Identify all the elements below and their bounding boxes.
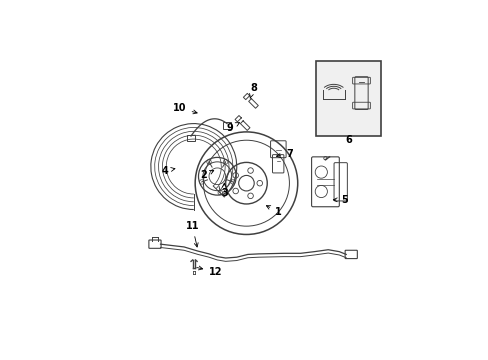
Text: 9: 9 xyxy=(226,123,239,133)
Text: 11: 11 xyxy=(185,221,199,247)
Text: 10: 10 xyxy=(173,103,197,114)
Bar xyxy=(187,135,194,141)
Bar xyxy=(315,61,380,136)
Polygon shape xyxy=(235,116,241,122)
Text: 3: 3 xyxy=(221,183,227,198)
Text: 5: 5 xyxy=(333,195,347,205)
Text: 12: 12 xyxy=(196,266,222,277)
Text: 4: 4 xyxy=(161,166,175,176)
Text: 8: 8 xyxy=(249,82,256,98)
Text: 6: 6 xyxy=(344,135,351,145)
Text: 1: 1 xyxy=(266,206,281,217)
Polygon shape xyxy=(243,93,249,100)
Bar xyxy=(223,122,230,129)
Text: 7: 7 xyxy=(276,149,292,159)
Text: 2: 2 xyxy=(200,170,213,180)
